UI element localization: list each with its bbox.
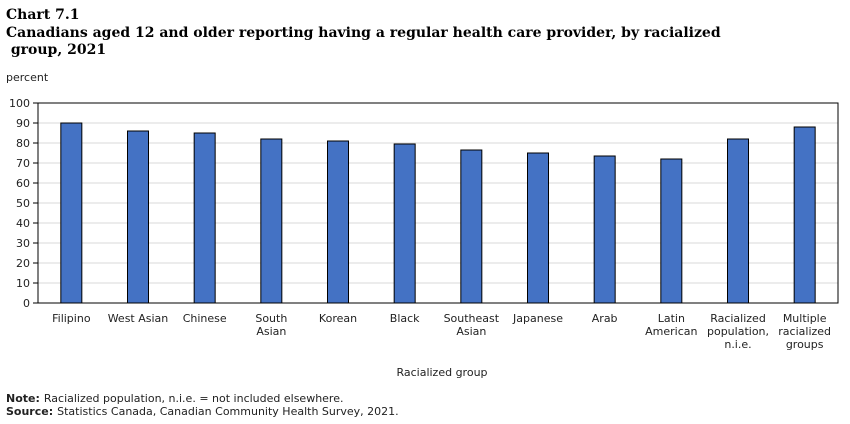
y-tick-label: 60 — [16, 177, 30, 190]
x-tick-label-line: Southeast — [444, 312, 500, 325]
x-axis-label: Racialized group — [396, 366, 487, 379]
bar — [393, 143, 416, 304]
y-tick-label: 0 — [23, 297, 30, 310]
x-tick-label: Korean — [319, 312, 357, 325]
x-tick-label: Multiple racialized groups — [778, 312, 831, 351]
chart-title: Canadians aged 12 and older reporting ha… — [6, 25, 721, 58]
x-tick-label-line: racialized — [778, 325, 831, 338]
note-text: Racialized population, n.i.e. = not incl… — [44, 392, 344, 405]
x-tick-label-line: n.i.e. — [724, 338, 751, 351]
y-tick-label: 90 — [16, 117, 30, 130]
bar — [527, 152, 549, 304]
x-tick-label: Arab — [592, 312, 618, 325]
x-tick-label-line: Asian — [256, 325, 286, 338]
x-tick-label: Filipino — [52, 312, 91, 325]
plot-frame — [37, 102, 839, 304]
bar — [593, 155, 616, 304]
y-tick-label: 30 — [16, 237, 30, 250]
x-tick-label: Southeast Asian — [444, 312, 500, 338]
x-tick-label-line: Racialized — [710, 312, 766, 325]
y-tick-label: 70 — [16, 157, 30, 170]
x-tick-label-line: Multiple — [783, 312, 827, 325]
x-tick-label-line: American — [645, 325, 697, 338]
y-tick-label: 10 — [16, 277, 30, 290]
y-axis-label: percent — [6, 71, 49, 84]
x-tick-label-line: Japanese — [512, 312, 563, 325]
bar — [660, 158, 683, 304]
x-tick-label-line: Latin — [658, 312, 685, 325]
note-text: Statistics Canada, Canadian Community He… — [57, 405, 399, 418]
bar — [193, 132, 216, 304]
y-tick-label: 100 — [9, 97, 30, 110]
x-tick-label-line: population, — [707, 325, 769, 338]
bar — [60, 122, 83, 304]
y-tick-label: 40 — [16, 217, 30, 230]
x-tick-label: Racialized population, n.i.e. — [707, 312, 769, 351]
x-tick-label: West Asian — [108, 312, 169, 325]
bar — [460, 149, 483, 304]
x-tick-label-line: Korean — [319, 312, 357, 325]
note-label: Source: — [6, 405, 53, 418]
x-tick-label: South Asian — [255, 312, 287, 338]
note-label: Note: — [6, 392, 40, 405]
x-tick-label: Chinese — [183, 312, 227, 325]
bar — [327, 140, 349, 304]
x-tick-label: Japanese — [512, 312, 563, 325]
x-tick-label: Black — [390, 312, 420, 325]
x-tick-label-line: groups — [786, 338, 824, 351]
note: Note: Racialized population, n.i.e. = not… — [6, 392, 343, 405]
bar — [727, 138, 749, 304]
y-tick-label: 50 — [16, 197, 30, 210]
x-tick-label-line: West Asian — [108, 312, 169, 325]
x-tick-label-line: Asian — [456, 325, 486, 338]
chart-label: Chart 7.1 — [6, 7, 79, 23]
x-tick-label-line: Black — [390, 312, 420, 325]
x-tick-label: Latin American — [645, 312, 697, 338]
bar — [127, 130, 149, 304]
note: Source: Statistics Canada, Canadian Commu… — [6, 405, 399, 418]
y-tick-label: 20 — [16, 257, 30, 270]
x-tick-label-line: Filipino — [52, 312, 91, 325]
x-tick-label-line: South — [255, 312, 287, 325]
x-tick-label-line: Chinese — [183, 312, 227, 325]
y-tick-label: 80 — [16, 137, 30, 150]
bar — [260, 138, 283, 304]
x-tick-label-line: Arab — [592, 312, 618, 325]
bar — [793, 126, 816, 304]
